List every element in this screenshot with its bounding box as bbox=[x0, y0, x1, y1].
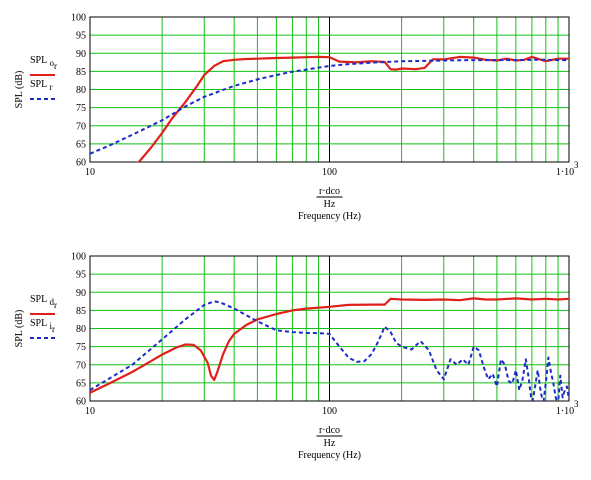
legend-label-1: SPL or bbox=[30, 55, 57, 71]
plot-frame bbox=[89, 255, 570, 402]
y-tick-label: 100 bbox=[71, 13, 86, 24]
y-tick-label: 80 bbox=[76, 85, 86, 96]
x-tick-label: 100 bbox=[322, 167, 337, 178]
y-tick-label: 85 bbox=[76, 67, 86, 78]
x-axis-unit: Hz bbox=[324, 199, 336, 210]
x-axis-expression: r·dco bbox=[319, 425, 340, 436]
y-tick-label: 75 bbox=[76, 342, 86, 353]
y-tick-label: 65 bbox=[76, 139, 86, 150]
y-tick-label: 60 bbox=[76, 397, 86, 408]
chart-panel-1: 60 65 70 75 80 85 90 95 100 10 100 1·103 SPL (dB) r·d… bbox=[14, 13, 579, 223]
y-tick-label: 95 bbox=[76, 270, 86, 281]
chart-panel-2: 60 65 70 75 80 85 90 95 100 10 100 1·103 SPL (dB) r·d… bbox=[14, 252, 579, 462]
x-axis-label: Frequency (Hz) bbox=[298, 450, 361, 461]
x-axis-unit: Hz bbox=[324, 438, 336, 449]
x-tick-label: 10 bbox=[85, 167, 95, 178]
y-axis-label: SPL (dB) bbox=[14, 310, 25, 348]
x-axis-label: Frequency (Hz) bbox=[298, 211, 361, 222]
x-tick-label: 100 bbox=[322, 406, 337, 417]
y-tick-label: 100 bbox=[71, 252, 86, 263]
legend-label-1: SPL dr bbox=[30, 294, 57, 310]
x-tick-superscript: 3 bbox=[574, 399, 579, 409]
y-tick-label: 70 bbox=[76, 121, 86, 132]
x-tick-label: 10 bbox=[85, 406, 95, 417]
y-tick-label: 85 bbox=[76, 306, 86, 317]
x-tick-label: 1·10 bbox=[556, 167, 574, 178]
x-tick-superscript: 3 bbox=[574, 160, 579, 170]
y-tick-label: 75 bbox=[76, 103, 86, 114]
y-tick-label: 65 bbox=[76, 378, 86, 389]
y-axis-label: SPL (dB) bbox=[14, 71, 25, 109]
series-line-1 bbox=[90, 297, 569, 394]
series-line-2 bbox=[90, 58, 569, 155]
y-tick-label: 90 bbox=[76, 49, 86, 60]
legend-label-2: SPL r bbox=[30, 79, 52, 92]
plot-frame bbox=[89, 16, 570, 163]
x-tick-label: 1·10 bbox=[556, 406, 574, 417]
y-tick-label: 80 bbox=[76, 324, 86, 335]
x-axis-expression: r·dco bbox=[319, 186, 340, 197]
y-tick-label: 60 bbox=[76, 158, 86, 169]
series-line-2 bbox=[90, 300, 569, 401]
y-tick-label: 95 bbox=[76, 31, 86, 42]
y-tick-label: 90 bbox=[76, 288, 86, 299]
y-tick-label: 70 bbox=[76, 360, 86, 371]
legend-label-2: SPL ir bbox=[30, 318, 55, 334]
